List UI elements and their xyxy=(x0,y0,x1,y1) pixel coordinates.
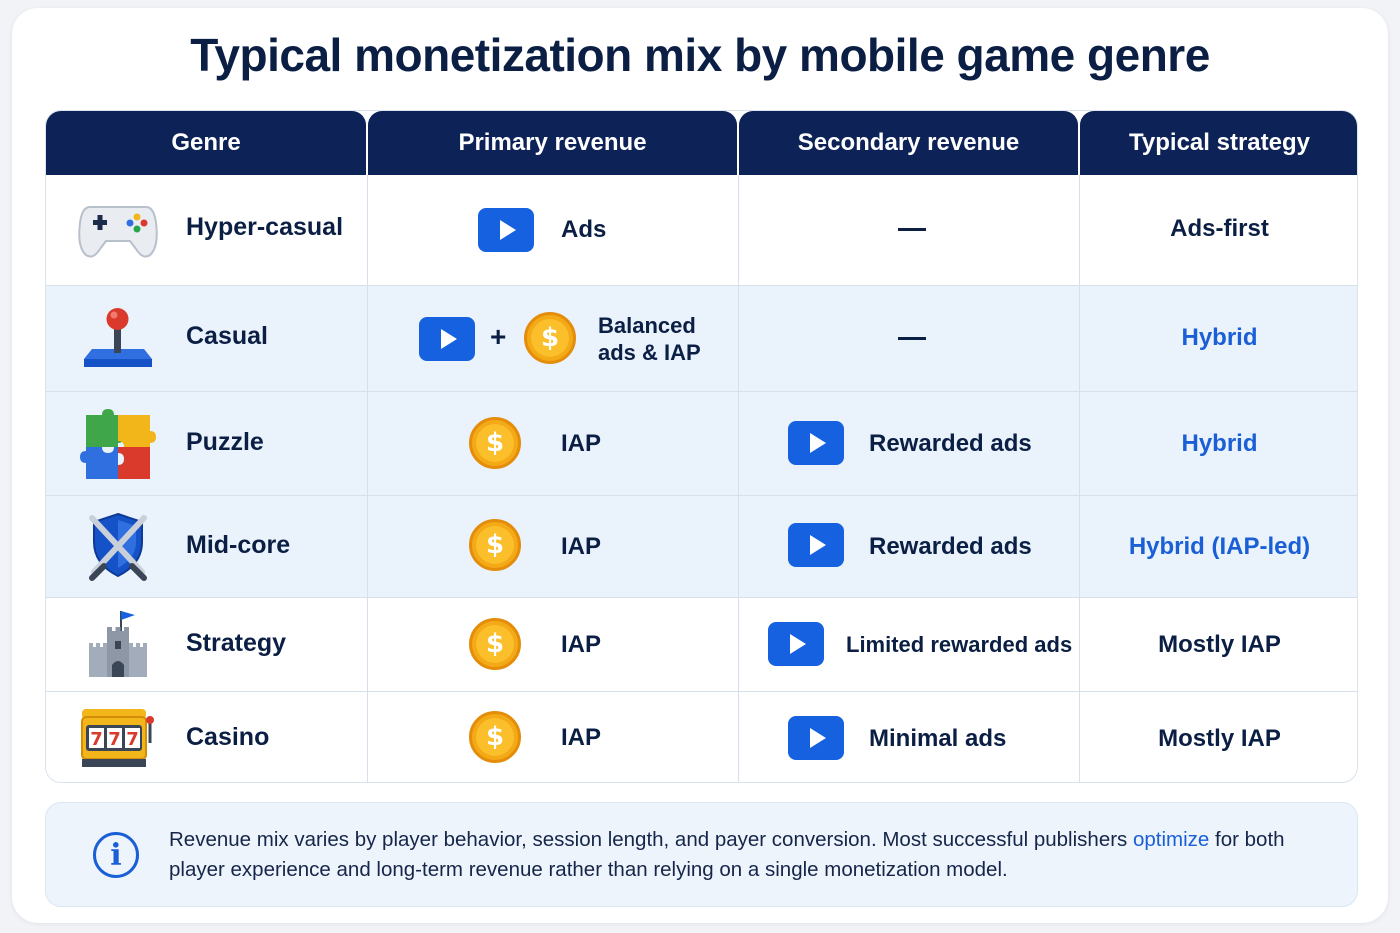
header-typical-strategy: Typical strategy xyxy=(1080,111,1357,175)
monetization-table: Genre Primary revenue Secondary revenue … xyxy=(45,110,1358,783)
table-row: Casual + $ Balanced ads & IAP Hybrid xyxy=(46,285,1357,391)
typical-strategy: Mostly IAP xyxy=(1158,631,1281,658)
coin-icon: $ xyxy=(469,711,521,763)
typical-strategy: Ads-first xyxy=(1170,215,1269,242)
svg-text:7: 7 xyxy=(108,729,121,750)
typical-strategy: Hybrid xyxy=(1181,324,1258,351)
puzzle-icon xyxy=(74,408,162,480)
castle-icon xyxy=(74,608,162,680)
secondary-revenue: Rewarded ads xyxy=(869,430,1032,457)
genre-name: Mid-core xyxy=(186,531,291,559)
table-header: Genre Primary revenue Secondary revenue … xyxy=(46,111,1357,175)
play-icon xyxy=(788,421,844,465)
genre-name: Strategy xyxy=(186,629,287,657)
table-row: Strategy $ IAP Limited rewarded ads Most… xyxy=(46,597,1357,691)
genre-name: Casual xyxy=(186,322,268,350)
typical-strategy: Mostly IAP xyxy=(1158,725,1281,752)
header-primary-revenue: Primary revenue xyxy=(368,111,737,175)
table-row: Puzzle $ IAP Rewarded ads Hybrid xyxy=(46,391,1357,495)
column-divider xyxy=(738,175,739,782)
coin-icon: $ xyxy=(524,312,576,364)
shield-swords-icon xyxy=(74,510,162,582)
coin-icon: $ xyxy=(469,417,521,469)
secondary-revenue: Rewarded ads xyxy=(869,533,1032,560)
info-box: i Revenue mix varies by player behavior,… xyxy=(45,802,1358,907)
svg-text:7: 7 xyxy=(126,729,139,750)
column-divider xyxy=(1079,175,1080,782)
info-text: Revenue mix varies by player behavior, s… xyxy=(169,825,1319,885)
gamepad-icon xyxy=(74,194,162,266)
primary-revenue: Ads xyxy=(561,216,607,243)
info-text-before: Revenue mix varies by player behavior, s… xyxy=(169,828,1133,851)
genre-name: Hyper-casual xyxy=(186,213,344,241)
header-genre: Genre xyxy=(46,111,366,175)
play-icon xyxy=(768,622,824,666)
genre-name: Puzzle xyxy=(186,428,264,456)
secondary-revenue-dash xyxy=(898,337,926,340)
secondary-revenue: Limited rewarded ads xyxy=(846,632,1073,657)
typical-strategy: Hybrid xyxy=(1181,430,1258,457)
primary-revenue: Balanced ads & IAP xyxy=(598,312,701,366)
primary-revenue-line1: Balanced xyxy=(598,313,696,338)
column-divider xyxy=(367,175,368,782)
table-row: Hyper-casual Ads Ads-first xyxy=(46,175,1357,285)
header-secondary-revenue: Secondary revenue xyxy=(739,111,1078,175)
coin-icon: $ xyxy=(469,519,521,571)
slot-machine-icon: 7 7 7 xyxy=(74,702,162,774)
svg-text:7: 7 xyxy=(90,729,103,750)
page-title: Typical monetization mix by mobile game … xyxy=(190,29,1210,81)
info-icon: i xyxy=(93,832,139,878)
info-highlight: optimize xyxy=(1133,828,1210,851)
joystick-icon xyxy=(74,302,162,374)
primary-revenue: IAP xyxy=(561,430,602,457)
table-row: Mid-core $ IAP Rewarded ads Hybrid (IAP-… xyxy=(46,495,1357,597)
play-icon xyxy=(419,317,475,361)
genre-name: Casino xyxy=(186,723,270,751)
primary-revenue-line2: ads & IAP xyxy=(598,340,701,365)
secondary-revenue: Minimal ads xyxy=(869,725,1007,752)
table-row: 7 7 7 Casino $ IAP Minimal ads Mostly IA… xyxy=(46,691,1357,782)
plus-sign: + xyxy=(490,321,507,352)
play-icon xyxy=(788,716,844,760)
primary-revenue: IAP xyxy=(561,631,602,658)
typical-strategy: Hybrid (IAP-led) xyxy=(1128,533,1311,560)
coin-icon: $ xyxy=(469,618,521,670)
play-icon xyxy=(478,208,534,252)
secondary-revenue-dash xyxy=(898,228,926,231)
primary-revenue: IAP xyxy=(561,724,602,751)
play-icon xyxy=(788,523,844,567)
info-text-after: for both player experience and long-term… xyxy=(169,828,1285,881)
primary-revenue: IAP xyxy=(561,533,602,560)
